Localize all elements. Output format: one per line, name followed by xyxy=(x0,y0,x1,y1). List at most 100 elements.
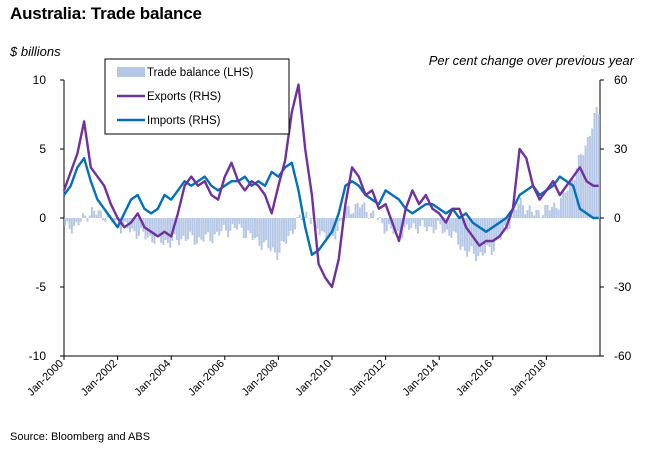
trade-balance-bar xyxy=(213,218,216,235)
trade-balance-bar xyxy=(454,218,457,233)
trade-balance-bar xyxy=(220,218,223,232)
x-tick-label: Jan-2006 xyxy=(186,358,227,399)
trade-balance-bar xyxy=(367,218,370,219)
trade-balance-bar xyxy=(146,218,149,238)
trade-balance-bar xyxy=(153,218,156,244)
trade-balance-bar xyxy=(90,207,93,218)
trade-balance-bar xyxy=(86,218,89,222)
trade-balance-bar xyxy=(488,218,491,247)
y-left-tick-label: 5 xyxy=(39,142,46,156)
trade-balance-bar xyxy=(70,218,73,234)
trade-balance-bar xyxy=(484,218,486,254)
trade-balance-bar xyxy=(526,210,529,218)
trade-balance-bar xyxy=(73,218,76,227)
trade-balance-bar xyxy=(77,218,80,226)
trade-balance-bar xyxy=(430,218,433,227)
trade-balance-bar xyxy=(365,212,368,218)
trade-balance-bar xyxy=(66,218,69,222)
trade-balance-bar xyxy=(345,206,348,218)
trade-balance-bar xyxy=(178,218,180,246)
trade-balance-bar xyxy=(280,218,283,242)
trade-balance-bar xyxy=(316,218,319,229)
trade-balance-bar xyxy=(542,215,545,218)
trade-balance-bar xyxy=(238,218,241,225)
trade-balance-bar xyxy=(459,218,462,250)
trade-balance-bar xyxy=(466,218,469,257)
trade-balance-bar xyxy=(294,218,297,230)
trade-balance-bar xyxy=(582,155,585,218)
trade-balance-bar xyxy=(260,218,263,251)
trade-balance-bar xyxy=(289,218,292,231)
trade-balance-bar xyxy=(82,213,84,218)
trade-balance-bar xyxy=(251,218,254,241)
trade-balance-bar xyxy=(562,189,565,218)
trade-balance-bar xyxy=(519,197,522,218)
trade-balance-bar xyxy=(468,218,471,252)
trade-balance-bar xyxy=(412,218,415,224)
x-tick-label: Jan-2002 xyxy=(79,358,120,399)
trade-balance-bar xyxy=(256,218,259,238)
trade-balance-bar xyxy=(200,218,203,240)
trade-balance-bar xyxy=(410,218,413,229)
trade-balance-bar xyxy=(396,218,399,232)
legend-label-trade-balance: Trade balance (LHS) xyxy=(147,67,253,79)
trade-balance-bar xyxy=(551,206,553,218)
trade-balance-bar xyxy=(88,215,91,218)
trade-balance-bar xyxy=(209,218,212,242)
trade-balance-bar xyxy=(450,218,453,238)
y-left-tick-label: 10 xyxy=(33,73,47,87)
trade-balance-bar xyxy=(517,203,520,218)
trade-balance-bar xyxy=(135,218,138,240)
trade-balance-bar xyxy=(461,218,464,247)
x-tick-label: Jan-2014 xyxy=(400,358,441,399)
trade-balance-bar xyxy=(372,210,375,218)
legend-swatch-trade-balance xyxy=(117,67,145,77)
trade-balance-bar xyxy=(577,154,580,218)
trade-balance-bar xyxy=(390,218,393,229)
trade-balance-bar xyxy=(347,205,350,218)
trade-balance-bar xyxy=(387,218,390,225)
trade-balance-bar xyxy=(195,218,198,244)
trade-balance-bar xyxy=(408,218,411,230)
trade-balance-bar xyxy=(490,218,493,256)
trade-balance-bar xyxy=(175,218,178,240)
trade-balance-bar xyxy=(497,218,500,240)
trade-balance-bar xyxy=(457,218,460,245)
trade-balance-bar xyxy=(423,218,426,227)
trade-balance-bar xyxy=(356,202,359,218)
trade-balance-bar xyxy=(300,218,303,221)
trade-balance-bar xyxy=(376,218,379,221)
trade-balance-bar xyxy=(439,218,442,225)
trade-balance-bar xyxy=(566,190,569,218)
trade-balance-bar xyxy=(358,207,361,218)
trade-balance-bar xyxy=(258,218,261,247)
trade-balance-bar xyxy=(151,218,154,243)
trade-balance-bar xyxy=(122,218,125,227)
trade-balance-bar xyxy=(350,213,352,218)
y-left-tick-label: 0 xyxy=(39,211,46,225)
trade-balance-bar xyxy=(189,218,192,232)
legend-label-exports: Exports (RHS) xyxy=(147,91,221,103)
trade-balance-bar xyxy=(580,154,582,218)
trade-balance-bar xyxy=(334,218,337,240)
trade-balance-bar xyxy=(245,218,247,238)
trade-balance-bar xyxy=(160,218,163,243)
trade-balance-bar xyxy=(224,218,227,231)
trade-balance-bar xyxy=(548,210,551,218)
trade-balance-bar xyxy=(492,218,495,252)
trade-balance-bar xyxy=(265,218,268,241)
trade-balance-bar xyxy=(595,107,598,218)
trade-balance-bar xyxy=(115,218,118,221)
trade-balance-bar xyxy=(320,218,323,232)
trade-balance-bar xyxy=(463,218,466,251)
trade-balance-bar xyxy=(287,218,290,236)
trade-balance-bar xyxy=(597,114,600,218)
trade-balance-bar xyxy=(262,218,265,243)
y-axis-left-label: $ billions xyxy=(10,44,61,59)
trade-balance-bar xyxy=(276,218,279,260)
trade-balance-bar xyxy=(559,197,562,218)
trade-balance-bar xyxy=(84,215,87,218)
trade-balance-bar xyxy=(528,205,531,218)
trade-balance-bar xyxy=(437,218,440,221)
trade-balance-bar xyxy=(325,218,328,240)
